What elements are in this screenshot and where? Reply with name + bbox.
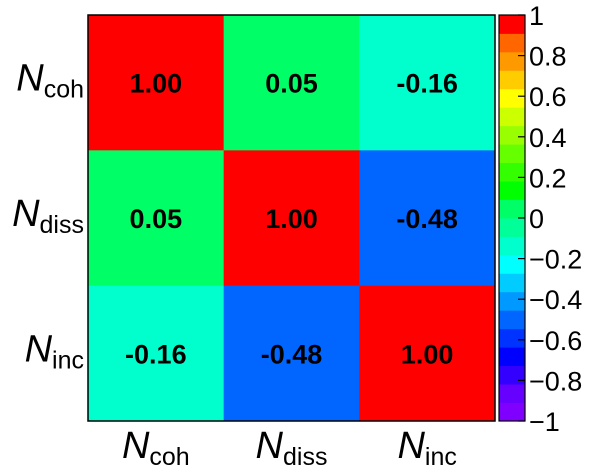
colorbar-bin [499, 181, 525, 200]
colorbar-ticks: 1 0.8 0.6 0.4 0.2 0 −0.2 −0.4 −0.6 −0.8 −1 [518, 1, 582, 437]
colorbar-tick-label: −0.8 [529, 366, 582, 396]
colorbar-bin [499, 292, 525, 311]
colorbar-tick-label: −0.4 [529, 285, 582, 315]
cell-value-label: -0.48 [261, 339, 323, 369]
colorbar-bin [499, 70, 525, 89]
colorbar-tick-label: 1 [529, 1, 544, 31]
colorbar-bin [499, 329, 525, 348]
cell-value-label: -0.16 [396, 69, 458, 99]
y-axis-labels: Ncoh Ndiss Ninc [12, 58, 84, 375]
colorbar-bin [499, 33, 525, 52]
colorbar-tick-label: −1 [529, 407, 560, 437]
colorbar-tick-label: −0.2 [529, 245, 582, 275]
colorbar-bin [499, 384, 525, 403]
cell-value-label: -0.48 [396, 204, 458, 234]
cell-value-label: 0.05 [130, 204, 183, 234]
colorbar-tick-label: 0.6 [529, 82, 567, 112]
y-label-inc: Ninc [25, 328, 84, 374]
colorbar-bin [499, 107, 525, 126]
cell-value-label: 1.00 [265, 204, 318, 234]
cell-value-label: 1.00 [130, 69, 183, 99]
colorbar-bin [499, 126, 525, 145]
colorbar-bin [499, 144, 525, 163]
colorbar-bin [499, 347, 525, 366]
y-label-coh: Ncoh [16, 58, 84, 104]
colorbar-bin [499, 366, 525, 385]
cell-value-label: 0.05 [265, 69, 318, 99]
colorbar-bin [499, 403, 525, 422]
colorbar-bin [499, 310, 525, 329]
x-axis-labels: Ncoh Ndiss Ninc [122, 425, 457, 471]
colorbar-bin [499, 89, 525, 108]
x-label-inc: Ninc [397, 425, 456, 471]
colorbar-tick-label: 0.2 [529, 163, 567, 193]
colorbar-tick-label: 0.8 [529, 42, 567, 72]
colorbar-bin [499, 255, 525, 274]
colorbar-tick-label: 0 [529, 204, 544, 234]
colorbar-tick-label: 0.4 [529, 123, 567, 153]
colorbar-bin [499, 200, 525, 219]
colorbar-bin [499, 236, 525, 255]
cell-value-label: -0.16 [125, 339, 187, 369]
colorbar-bin [499, 15, 525, 34]
cell-value-label: 1.00 [401, 339, 454, 369]
colorbar-bin [499, 52, 525, 71]
y-label-diss: Ndiss [12, 193, 84, 239]
colorbar-bin [499, 218, 525, 237]
colorbar-bin [499, 273, 525, 292]
colorbar-tick-label: −0.6 [529, 326, 582, 356]
x-label-diss: Ndiss [256, 425, 328, 471]
x-label-coh: Ncoh [122, 425, 190, 471]
colorbar-bin [499, 163, 525, 182]
